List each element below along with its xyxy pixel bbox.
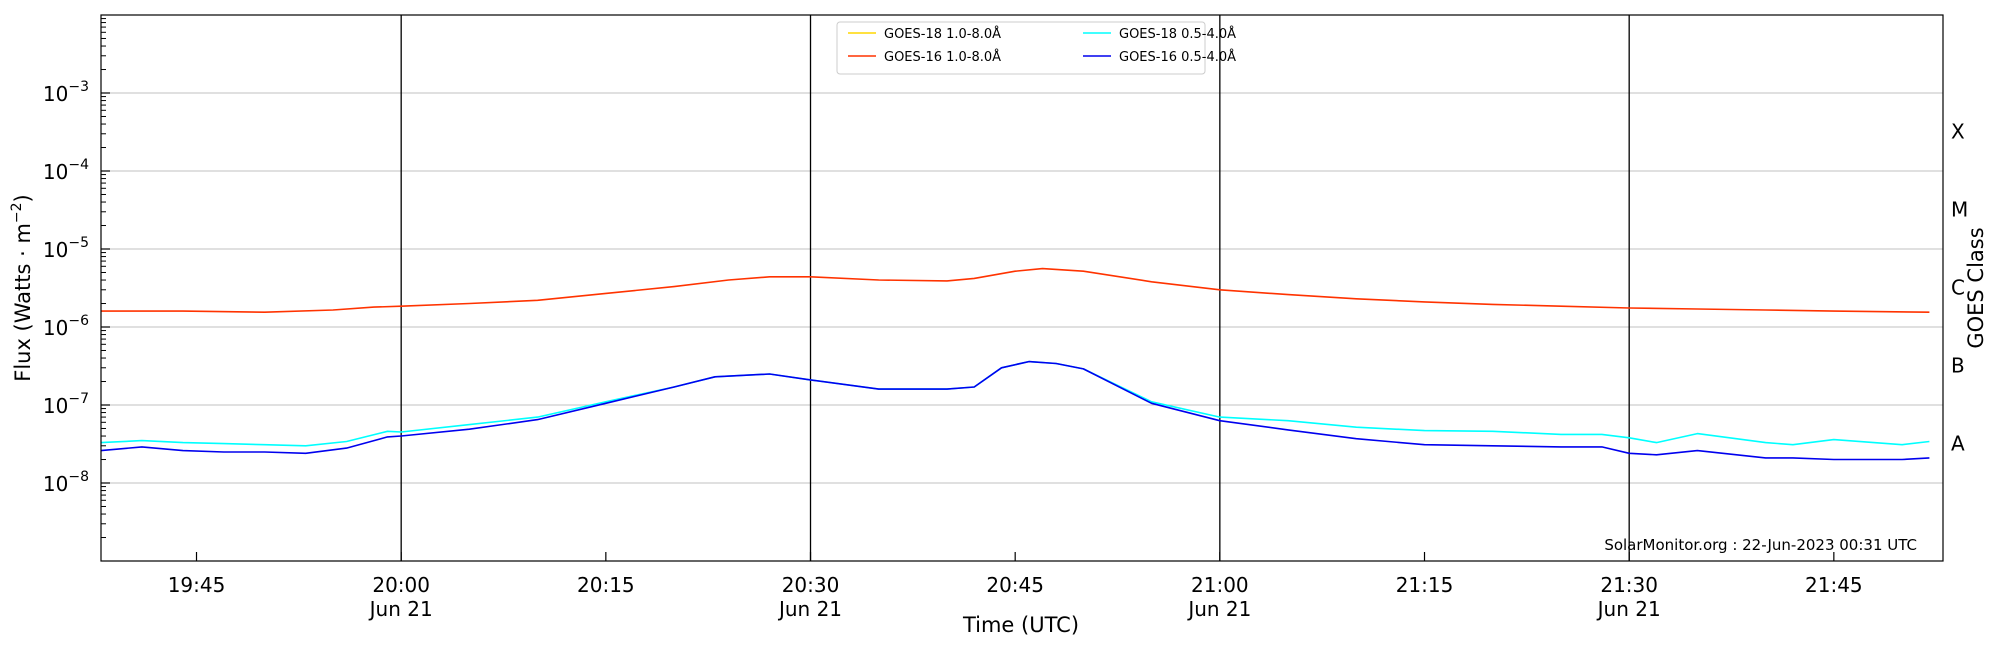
goes-class-label: M xyxy=(1951,198,1968,222)
y-tick-base: 10 xyxy=(43,316,68,340)
legend-label: GOES-16 1.0-8.0Å xyxy=(884,49,1001,65)
legend-label: GOES-18 0.5-4.0Å xyxy=(1119,26,1236,42)
goes-class-label: C xyxy=(1951,276,1965,300)
x-tick-date-label: Jun 21 xyxy=(1596,597,1661,621)
x-tick-date-label: Jun 21 xyxy=(777,597,842,621)
y-axis-title-exponent: −2 xyxy=(9,202,25,223)
x-tick-label: 20:15 xyxy=(577,573,635,597)
series-line xyxy=(101,267,1930,314)
y-tick-label: 10−4 xyxy=(43,157,89,184)
x-tick-label: 21:00 xyxy=(1191,573,1249,597)
legend-box xyxy=(836,21,1206,75)
y-axis-title-end: ) xyxy=(11,194,35,202)
y-tick-label: 10−3 xyxy=(43,79,89,106)
y-tick-exponent: −7 xyxy=(68,391,89,407)
x-tick-label: 20:30 xyxy=(782,573,840,597)
goes-class-label: B xyxy=(1951,354,1965,378)
y-axis-title-main: Flux (Watts · m xyxy=(11,223,35,382)
x-tick-label: 19:45 xyxy=(168,573,226,597)
x-tick-date-label: Jun 21 xyxy=(1186,597,1251,621)
y-tick-label: 10−8 xyxy=(43,469,89,496)
y-tick-base: 10 xyxy=(43,238,68,262)
series-layer xyxy=(100,267,1930,461)
y-tick-label: 10−6 xyxy=(43,313,89,340)
vertical-lines-layer xyxy=(400,15,1630,561)
y-tick-exponent: −3 xyxy=(68,79,89,95)
legend: GOES-18 1.0-8.0Å GOES-16 1.0-8.0Å GOES-18 … xyxy=(836,21,1236,75)
x-axis-title: Time (UTC) xyxy=(962,613,1079,637)
x-tick-label: 21:15 xyxy=(1396,573,1454,597)
series-line xyxy=(100,360,1930,447)
goes-class-title: GOES Class xyxy=(1964,227,1988,348)
y-tick-exponent: −8 xyxy=(68,469,89,485)
grid-layer xyxy=(101,92,1943,484)
x-tick-label: 20:45 xyxy=(986,573,1044,597)
y-tick-label: 10−5 xyxy=(43,235,89,262)
credit-text: SolarMonitor.org : 22-Jun-2023 00:31 UTC xyxy=(1604,536,1917,554)
legend-label: GOES-16 0.5-4.0Å xyxy=(1119,49,1236,65)
y-tick-label: 10−7 xyxy=(43,391,89,418)
y-tick-base: 10 xyxy=(43,394,68,418)
y-tick-base: 10 xyxy=(43,82,68,106)
y-tick-exponent: −5 xyxy=(68,235,89,251)
goes-class-label: A xyxy=(1951,432,1965,456)
x-tick-label: 21:30 xyxy=(1600,573,1658,597)
series-line xyxy=(100,360,1930,461)
legend-label: GOES-18 1.0-8.0Å xyxy=(884,26,1001,42)
y-axis-title: Flux (Watts · m−2) xyxy=(9,194,35,382)
x-tick-label: 20:00 xyxy=(372,573,430,597)
goes-class-label: X xyxy=(1951,120,1965,144)
y-tick-exponent: −4 xyxy=(68,157,89,173)
y-tick-base: 10 xyxy=(43,472,68,496)
y-tick-exponent: −6 xyxy=(68,313,89,329)
y-tick-base: 10 xyxy=(43,160,68,184)
plot-frame xyxy=(100,14,1944,562)
x-tick-date-label: Jun 21 xyxy=(368,597,433,621)
x-tick-label: 21:45 xyxy=(1805,573,1863,597)
goes-class-layer: A B C M X xyxy=(1951,120,1968,456)
